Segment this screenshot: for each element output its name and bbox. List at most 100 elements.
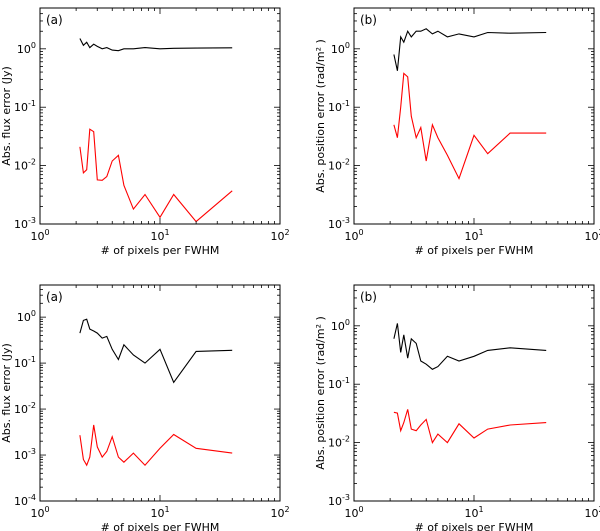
y-tick-label-exponent: -2: [28, 401, 36, 410]
y-tick-label: 10-1: [328, 376, 350, 391]
y-tick-label-base: 10: [17, 43, 31, 56]
axes-frame: [39, 7, 281, 225]
x-tick-label-exponent: 0: [44, 228, 49, 237]
x-tick-label-base: 10: [150, 230, 164, 243]
y-axis-label: Abs. flux error (Jy): [0, 66, 13, 166]
series-line-black: [393, 323, 547, 370]
y-tick-label-base: 10: [17, 311, 31, 324]
y-tick-label-base: 10: [331, 43, 345, 56]
series-line-red: [393, 409, 547, 444]
x-tick-label-base: 10: [150, 507, 164, 520]
y-tick-label-exponent: -3: [28, 447, 36, 456]
y-tick-label-base: 10: [14, 495, 28, 508]
x-tick-label-exponent: 1: [164, 228, 169, 237]
panel-label: (a): [46, 290, 63, 304]
x-tick-label-exponent: 1: [478, 505, 483, 514]
x-tick-label-base: 10: [584, 230, 598, 243]
x-axis-label: # of pixels per FWHM: [415, 521, 534, 531]
y-tick-label: 10-1: [14, 355, 36, 370]
x-tick-label: 102: [270, 228, 289, 243]
y-tick-label: 100: [17, 309, 36, 324]
y-tick-label-exponent: -1: [342, 99, 350, 108]
y-tick-label-base: 10: [328, 160, 342, 173]
y-tick-label-exponent: -3: [342, 216, 350, 225]
x-tick-label-base: 10: [270, 507, 284, 520]
x-tick-label-exponent: 1: [164, 505, 169, 514]
x-tick-label: 101: [464, 505, 483, 520]
series-line-black: [79, 318, 233, 384]
x-axis-label: # of pixels per FWHM: [101, 244, 220, 257]
y-axis-label: Abs. flux error (Jy): [0, 343, 13, 443]
y-tick-label: 10-2: [328, 435, 350, 450]
y-tick-label-base: 10: [331, 320, 345, 333]
y-tick-label-base: 10: [14, 101, 28, 114]
y-tick-label-base: 10: [14, 449, 28, 462]
y-tick-label-exponent: 0: [31, 41, 36, 50]
x-tick-label-base: 10: [30, 230, 44, 243]
y-tick-label-exponent: -2: [342, 435, 350, 444]
y-tick-label: 10-3: [14, 447, 36, 462]
y-tick-label: 10-3: [14, 216, 36, 231]
y-tick-label-exponent: -1: [28, 99, 36, 108]
y-tick-label: 10-2: [328, 158, 350, 173]
series-line-red: [79, 128, 233, 223]
y-tick-label-exponent: 0: [31, 309, 36, 318]
series-line-red: [393, 72, 547, 181]
x-tick-label-base: 10: [30, 507, 44, 520]
x-tick-label-exponent: 1: [478, 228, 483, 237]
y-tick-label: 10-1: [14, 99, 36, 114]
x-tick-label-base: 10: [584, 507, 598, 520]
x-tick-label-base: 10: [344, 507, 358, 520]
x-tick-label: 100: [344, 505, 363, 520]
y-tick-label: 10-4: [14, 493, 36, 508]
y-tick-label-base: 10: [14, 403, 28, 416]
y-tick-label-base: 10: [14, 357, 28, 370]
x-tick-label: 101: [150, 505, 169, 520]
x-tick-label-exponent: 0: [44, 505, 49, 514]
panel-label: (a): [46, 13, 63, 27]
y-axis-label: Abs. position error (rad/m² ): [314, 316, 327, 470]
y-tick-label-exponent: -1: [28, 355, 36, 364]
x-tick-label-base: 10: [344, 230, 358, 243]
y-tick-label: 10-2: [14, 401, 36, 416]
axes-frame: [39, 284, 281, 502]
x-tick-label: 100: [344, 228, 363, 243]
x-tick-label-exponent: 0: [358, 505, 363, 514]
panel-label: (b): [360, 13, 377, 27]
y-axis-label: Abs. position error (rad/m² ): [314, 39, 327, 193]
y-tick-label-exponent: 0: [345, 318, 350, 327]
y-tick-label: 10-3: [328, 216, 350, 231]
x-axis-label: # of pixels per FWHM: [415, 244, 534, 257]
y-tick-label-exponent: -3: [28, 216, 36, 225]
x-tick-label: 102: [270, 505, 289, 520]
x-axis-label: # of pixels per FWHM: [101, 521, 220, 531]
x-tick-label: 101: [464, 228, 483, 243]
series-line-black: [393, 28, 547, 71]
y-tick-label-base: 10: [328, 437, 342, 450]
x-tick-label-base: 10: [464, 230, 478, 243]
y-tick-label-exponent: 0: [345, 41, 350, 50]
axes-frame: [353, 284, 595, 502]
x-tick-label: 102: [584, 228, 600, 243]
x-tick-label-exponent: 2: [284, 505, 289, 514]
x-tick-label-exponent: 0: [358, 228, 363, 237]
x-tick-label: 100: [30, 505, 49, 520]
y-tick-label-base: 10: [328, 101, 342, 114]
y-tick-label: 10-1: [328, 99, 350, 114]
y-tick-label: 100: [331, 318, 350, 333]
y-tick-label-exponent: -1: [342, 376, 350, 385]
x-tick-label-base: 10: [464, 507, 478, 520]
series-line-red: [79, 424, 233, 467]
y-tick-label: 100: [331, 41, 350, 56]
y-tick-label-exponent: -2: [28, 158, 36, 167]
y-tick-label: 100: [17, 41, 36, 56]
x-tick-label-base: 10: [270, 230, 284, 243]
series-line-black: [79, 38, 233, 52]
y-tick-label-base: 10: [328, 495, 342, 508]
y-tick-label: 10-2: [14, 158, 36, 173]
